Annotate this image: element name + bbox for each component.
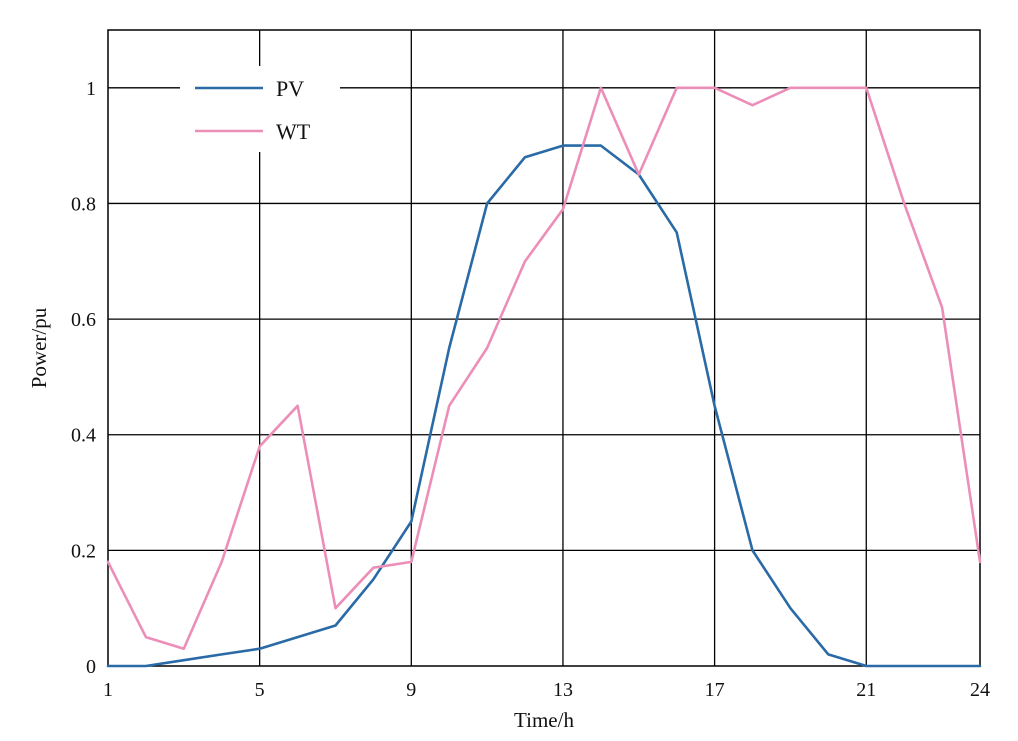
x-tick-label: 21 <box>856 679 876 701</box>
y-tick-label: 0.6 <box>71 309 96 331</box>
plot-area-frame <box>107 29 981 667</box>
x-tick-labels: 1 5 9 13 17 21 24 <box>103 679 990 701</box>
y-tick-label: 1 <box>86 78 96 100</box>
x-tick-label: 9 <box>406 679 416 701</box>
legend: PV WT <box>180 66 340 152</box>
y-tick-label: 0 <box>86 656 96 678</box>
legend-label-wt: WT <box>276 119 311 144</box>
y-tick-label: 0.8 <box>71 193 96 215</box>
x-tick-label: 17 <box>705 679 725 701</box>
legend-label-pv: PV <box>276 76 304 101</box>
x-tick-label: 24 <box>970 679 990 701</box>
y-tick-label: 0.4 <box>71 425 96 447</box>
series-lines <box>106 86 982 668</box>
series-line-wt <box>106 86 982 651</box>
x-tick-label: 1 <box>103 679 113 701</box>
y-axis-label: Power/pu <box>27 307 51 388</box>
legend-background <box>180 66 340 152</box>
x-axis-label: Time/h <box>514 708 574 732</box>
y-tick-label: 0.2 <box>71 540 96 562</box>
y-tick-labels: 0 0.2 0.4 0.6 0.8 1 <box>71 78 96 678</box>
x-tick-label: 5 <box>255 679 265 701</box>
series-line-pv <box>106 144 982 668</box>
x-tick-label: 13 <box>553 679 573 701</box>
